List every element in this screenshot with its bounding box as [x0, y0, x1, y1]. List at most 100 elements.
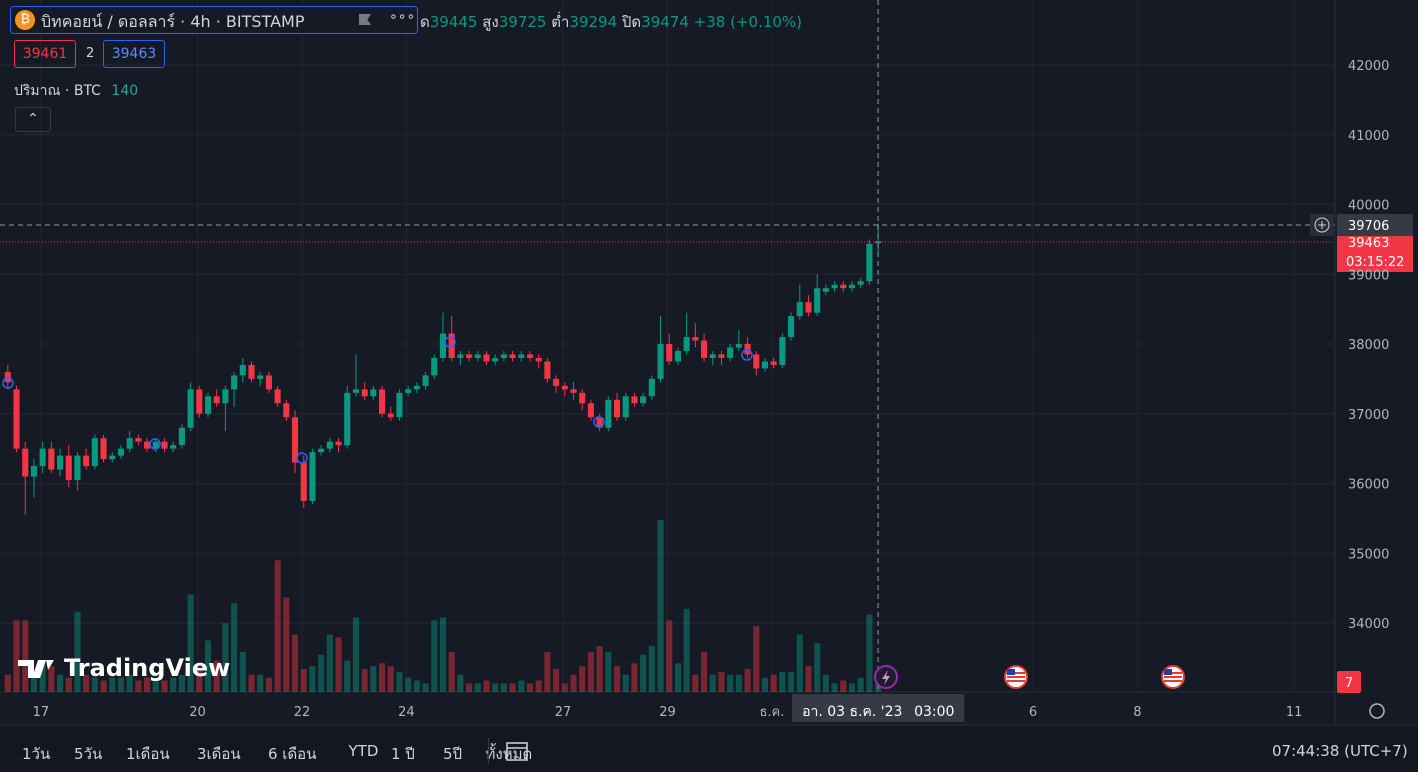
candle-body [683, 337, 690, 351]
candle-body [231, 375, 238, 390]
volume-bar [379, 663, 386, 692]
candle-body [596, 417, 603, 428]
volume-bar [239, 651, 246, 692]
range-button[interactable]: 1วัน [22, 745, 51, 763]
collapse-button[interactable]: ⌃ [15, 107, 51, 132]
candle-body [770, 361, 777, 365]
candle-body [744, 344, 751, 355]
x-tick-label: 27 [555, 705, 572, 720]
candles [4, 223, 882, 515]
high-label: สูง [482, 13, 499, 31]
x-tick-label: 6 [1029, 705, 1037, 720]
ask-button[interactable]: 39463 [103, 40, 165, 68]
candle-body [657, 344, 664, 379]
y-tick-label: 39000 [1348, 268, 1389, 283]
candle-body [814, 288, 821, 313]
volume-bar [4, 674, 11, 692]
range-button[interactable]: ทั้งหมด [485, 745, 533, 763]
candle-body [718, 354, 725, 358]
volume-bar [683, 608, 690, 692]
volume-bar [735, 674, 742, 692]
candle-body [753, 354, 760, 369]
crosshair-price-box [1337, 214, 1413, 237]
volume-bar [648, 646, 655, 692]
flag-canton [1164, 669, 1172, 675]
candle-body [30, 466, 37, 477]
range-button[interactable]: YTD [348, 742, 379, 760]
volume-bar [248, 674, 255, 692]
volume-bar [109, 677, 116, 692]
candle-body [448, 333, 455, 358]
candle-body [91, 438, 98, 467]
marker[interactable] [296, 452, 308, 464]
candle-body [74, 455, 81, 481]
countdown: 03:15:22 [1346, 255, 1404, 270]
candle-body [692, 337, 699, 341]
settings-icon[interactable] [1369, 703, 1385, 719]
range-button[interactable]: 5ปี [443, 745, 463, 763]
high-value: 39725 [498, 13, 547, 31]
volume-bar [439, 617, 447, 692]
range-button[interactable]: 1 ปี [391, 745, 415, 763]
candle-body [361, 389, 368, 397]
candle-body [535, 357, 542, 362]
volume-bar [770, 674, 777, 692]
candle-body [857, 281, 864, 285]
volume-bar [39, 663, 46, 692]
candle-body [779, 337, 786, 365]
event-markers [2, 336, 753, 464]
candle-body [161, 441, 168, 449]
volume-bar [553, 669, 560, 692]
volume-bar [587, 651, 594, 692]
marker[interactable] [149, 438, 161, 450]
candle-body [22, 448, 29, 477]
volume-bar [405, 677, 412, 692]
candle-body [605, 399, 612, 428]
range-button[interactable]: 3เดือน [197, 745, 241, 763]
volume-bar [674, 663, 681, 692]
volume-bar [431, 620, 438, 692]
more[interactable]: ∘∘∘ [389, 9, 416, 25]
alerts-badge[interactable] [1337, 671, 1361, 693]
marker[interactable] [2, 377, 14, 389]
candle-body [727, 347, 734, 358]
candle-body [518, 354, 525, 358]
marker[interactable] [593, 416, 605, 428]
marker[interactable] [741, 349, 753, 361]
volume-bar [500, 683, 507, 692]
volume-bar [161, 680, 168, 692]
range-button[interactable]: 1เดือน [126, 745, 170, 763]
candle-body [761, 361, 769, 369]
candle-body [370, 389, 377, 397]
volume-bar [117, 677, 125, 692]
x-tick-label: 20 [189, 705, 206, 720]
x-tick-label: 11 [1286, 705, 1303, 720]
volume-bar [448, 651, 455, 692]
range-button[interactable]: 5วัน [74, 745, 103, 763]
candle-body [526, 354, 534, 358]
volume-bar [857, 677, 864, 692]
volume-bar [30, 671, 37, 692]
candle-body [431, 357, 438, 376]
close-value: 39474 [641, 13, 689, 31]
candle-body [509, 354, 516, 358]
volume-bar [361, 669, 368, 692]
candle-body [309, 452, 316, 501]
candle-body [13, 389, 20, 449]
volume-bar [814, 643, 821, 692]
candle-body [326, 441, 333, 449]
bid-button[interactable]: 39461 [14, 40, 76, 68]
date-range-icon[interactable] [505, 739, 531, 763]
candle-body [100, 438, 107, 460]
volume-bar [309, 666, 316, 692]
candle-body [457, 354, 464, 358]
candle-body [4, 371, 11, 383]
volume-bar [57, 674, 64, 692]
symbol-box[interactable]: ₿ บิทคอยน์ / ดอลลาร์ · 4h · BITSTAMP ∘∘∘ [10, 6, 418, 34]
volume-bar [805, 666, 812, 692]
range-button[interactable]: 6 เดือน [268, 745, 317, 763]
marker[interactable] [444, 336, 456, 348]
last-price-label: 39463 [1348, 236, 1389, 251]
separator [488, 738, 489, 764]
x-tick-label: 17 [33, 705, 50, 720]
